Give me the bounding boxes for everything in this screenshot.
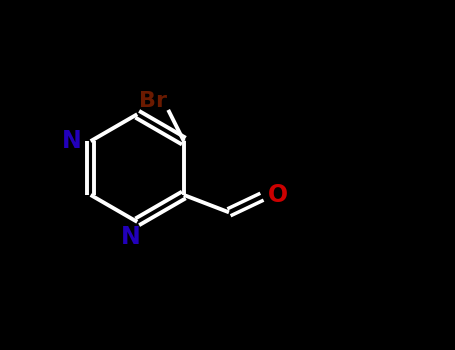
Text: N: N [61,129,81,153]
Text: Br: Br [139,91,167,111]
Text: O: O [268,183,288,207]
Text: N: N [121,225,140,250]
